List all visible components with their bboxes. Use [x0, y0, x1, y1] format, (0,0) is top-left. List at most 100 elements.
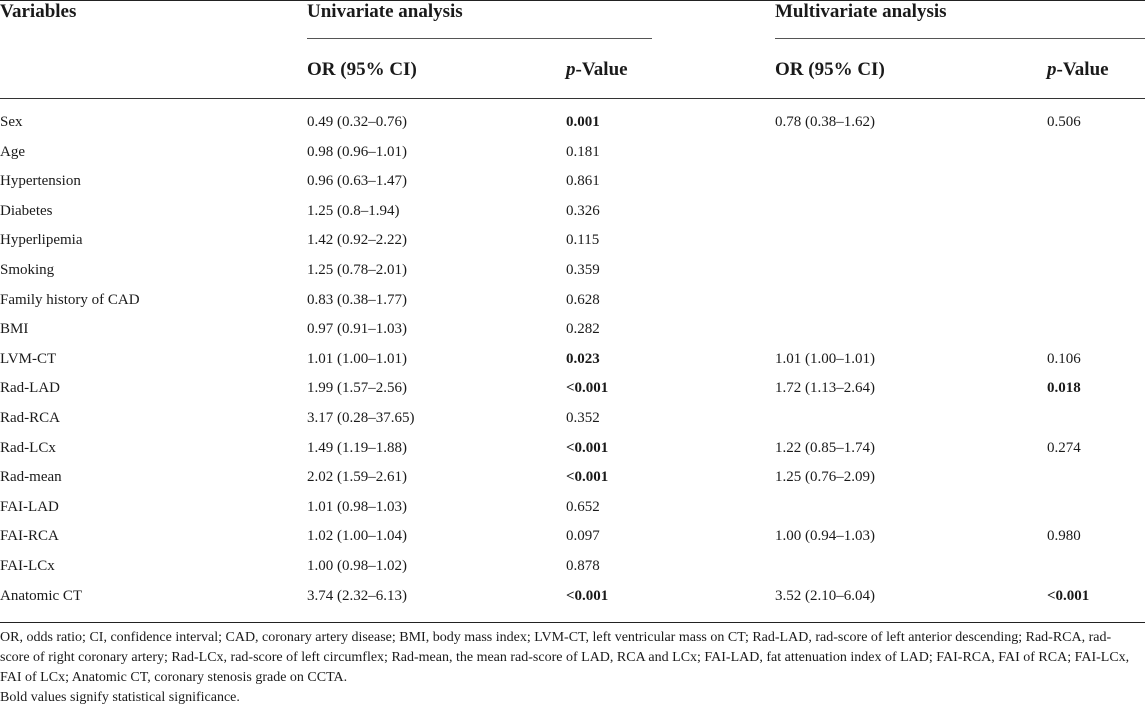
uni-or-cell: 0.83 (0.38–1.77) — [307, 291, 407, 308]
variable-cell: Family history of CAD — [0, 291, 140, 308]
multi-or-cell: 3.52 (2.10–6.04) — [775, 587, 875, 604]
table-row: Hyperlipemia 1.42 (0.92–2.22) 0.115 — [0, 217, 1145, 249]
table-row: Rad-LCx 1.49 (1.19–1.88) <0.001 1.22 (0.85–… — [0, 425, 1145, 456]
table-row: Anatomic CT 3.74 (2.32–6.13) <0.001 3.52 (2… — [0, 573, 1145, 604]
uni-or-cell: 3.74 (2.32–6.13) — [307, 587, 407, 604]
univariate-header: Univariate analysis — [307, 1, 463, 22]
variable-cell: Sex — [0, 114, 23, 130]
uni-or-cell: 1.49 (1.19–1.88) — [307, 439, 407, 456]
uni-p-cell: <0.001 — [566, 469, 609, 486]
multi-p-cell: 0.980 — [1047, 528, 1081, 545]
uni-or-cell: 0.49 (0.32–0.76) — [307, 114, 407, 130]
table-row: BMI 0.97 (0.91–1.03) 0.282 — [0, 306, 1145, 338]
uni-p-cell: 0.628 — [566, 291, 600, 308]
multi-p-cell: 0.506 — [1047, 114, 1081, 130]
uni-p-header-rest: -Value — [575, 59, 628, 80]
uni-p-cell: 0.861 — [566, 173, 600, 190]
variable-cell: Hyperlipemia — [0, 232, 83, 249]
multi-p-header-rest: -Value — [1056, 59, 1109, 80]
multi-p-cell: 0.106 — [1047, 350, 1081, 367]
uni-or-cell: 1.00 (0.98–1.02) — [307, 557, 407, 574]
uni-p-cell: 0.352 — [566, 409, 600, 426]
multi-or-cell: 1.25 (0.76–2.09) — [775, 469, 875, 486]
uni-or-cell: 1.02 (1.00–1.04) — [307, 528, 407, 545]
uni-or-header: OR (95% CI) — [307, 59, 417, 80]
uni-p-cell: 0.181 — [566, 143, 600, 160]
uni-or-cell: 1.01 (0.98–1.03) — [307, 498, 407, 515]
multi-p-header: p-Value — [1047, 59, 1109, 81]
table-header-group-row: Variables Univariate analysis Multivaria… — [0, 0, 1145, 39]
uni-p-cell: 0.001 — [566, 114, 600, 130]
uni-p-cell: 0.282 — [566, 321, 600, 338]
uni-p-cell: 0.023 — [566, 350, 600, 367]
table-row: Family history of CAD 0.83 (0.38–1.77) 0.6… — [0, 277, 1145, 308]
table-row: FAI-LCx 1.00 (0.98–1.02) 0.878 — [0, 543, 1145, 574]
univariate-rule — [307, 38, 652, 39]
table-row: Diabetes 1.25 (0.8–1.94) 0.326 — [0, 188, 1145, 219]
variable-cell: LVM-CT — [0, 350, 57, 367]
variable-cell: Rad-LCx — [0, 439, 56, 456]
uni-or-cell: 2.02 (1.59–2.61) — [307, 469, 407, 486]
uni-p-cell: 0.359 — [566, 261, 600, 278]
bold-values-note: Bold values signify statistical signific… — [0, 690, 240, 705]
uni-p-cell: 0.326 — [566, 202, 600, 219]
uni-p-cell: 0.115 — [566, 232, 600, 249]
variable-cell: BMI — [0, 321, 29, 338]
uni-p-cell: 0.652 — [566, 498, 600, 515]
uni-or-cell: 0.98 (0.96–1.01) — [307, 143, 407, 160]
uni-p-cell: <0.001 — [566, 439, 609, 456]
uni-or-cell: 3.17 (0.28–37.65) — [307, 409, 415, 426]
variable-cell: Smoking — [0, 261, 55, 278]
uni-or-cell: 1.99 (1.57–2.56) — [307, 380, 407, 397]
multi-or-cell: 0.78 (0.38–1.62) — [775, 114, 875, 130]
uni-or-cell: 0.97 (0.91–1.03) — [307, 321, 407, 338]
multi-p-cell: 0.274 — [1047, 439, 1081, 456]
table-row: FAI-LAD 1.01 (0.98–1.03) 0.652 — [0, 484, 1145, 515]
multi-p-cell: <0.001 — [1047, 587, 1090, 604]
variable-cell: Age — [0, 143, 25, 160]
table-footnotes: OR, odds ratio; CI, confidence interval;… — [0, 628, 1140, 708]
uni-p-cell: <0.001 — [566, 380, 609, 397]
table-row: Smoking 1.25 (0.78–2.01) 0.359 — [0, 247, 1145, 278]
multi-or-cell: 1.00 (0.94–1.03) — [775, 528, 875, 545]
multi-p-header-italic: p — [1047, 59, 1057, 80]
uni-p-cell: 0.878 — [566, 557, 600, 574]
table-row: LVM-CT 1.01 (1.00–1.01) 0.023 1.01 (1.00–1.… — [0, 336, 1145, 367]
results-table: Variables Univariate analysis Multivaria… — [0, 0, 1145, 604]
multi-or-cell: 1.72 (1.13–2.64) — [775, 380, 875, 397]
variable-cell: FAI-LCx — [0, 557, 55, 574]
uni-or-cell: 0.96 (0.63–1.47) — [307, 173, 407, 190]
variable-cell: Diabetes — [0, 202, 53, 219]
uni-or-cell: 1.42 (0.92–2.22) — [307, 232, 407, 249]
variable-cell: Rad-LAD — [0, 380, 60, 397]
uni-p-header: p-Value — [566, 59, 628, 81]
multi-p-cell: 0.018 — [1047, 380, 1081, 397]
table-row: Rad-mean 2.02 (1.59–2.61) <0.001 1.25 (0.76… — [0, 454, 1145, 486]
table-row: Sex 0.49 (0.32–0.76) 0.001 0.78 (0.38–1.62)… — [0, 99, 1145, 130]
uni-or-cell: 1.25 (0.78–2.01) — [307, 261, 407, 278]
table-row: Rad-LAD 1.99 (1.57–2.56) <0.001 1.72 (1.13–… — [0, 365, 1145, 397]
variable-cell: Rad-RCA — [0, 409, 60, 426]
uni-or-cell: 1.25 (0.8–1.94) — [307, 202, 400, 219]
variables-header: Variables — [0, 1, 77, 22]
table-row: FAI-RCA 1.02 (1.00–1.04) 0.097 1.00 (0.94–1… — [0, 513, 1145, 545]
table-subheader-row: OR (95% CI) p-Value OR (95% CI) p-Value — [0, 39, 1145, 99]
variable-cell: Hypertension — [0, 173, 81, 190]
table-row: Hypertension 0.96 (0.63–1.47) 0.861 — [0, 158, 1145, 190]
abbreviations-note: OR, odds ratio; CI, confidence interval;… — [0, 630, 1130, 685]
variable-cell: FAI-RCA — [0, 528, 59, 545]
multivariate-header: Multivariate analysis — [775, 1, 947, 22]
multivariate-rule — [775, 38, 1145, 39]
table-row: Rad-RCA 3.17 (0.28–37.65) 0.352 — [0, 395, 1145, 426]
variable-cell: Anatomic CT — [0, 587, 83, 604]
table-bottom-rule — [0, 622, 1145, 623]
multi-or-cell: 1.01 (1.00–1.01) — [775, 350, 875, 367]
variable-cell: Rad-mean — [0, 469, 62, 486]
table-row: Age 0.98 (0.96–1.01) 0.181 — [0, 129, 1145, 160]
multi-or-header: OR (95% CI) — [775, 59, 885, 80]
uni-or-cell: 1.01 (1.00–1.01) — [307, 350, 407, 367]
uni-p-cell: <0.001 — [566, 587, 609, 604]
table-body: Sex 0.49 (0.32–0.76) 0.001 0.78 (0.38–1.62)… — [0, 99, 1145, 604]
multi-or-cell: 1.22 (0.85–1.74) — [775, 439, 875, 456]
variable-cell: FAI-LAD — [0, 498, 59, 515]
